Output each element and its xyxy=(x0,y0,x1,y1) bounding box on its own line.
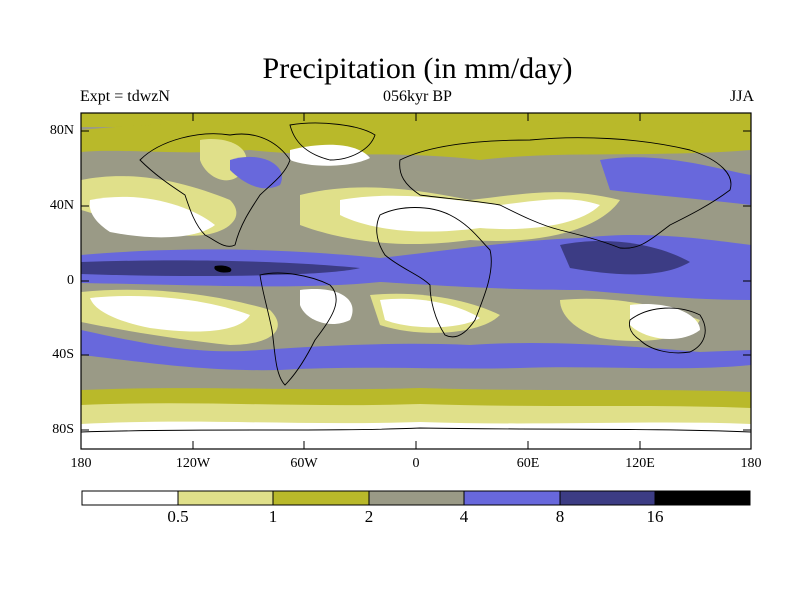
lon-label-120e: 120E xyxy=(625,456,655,471)
sahara-dry xyxy=(340,195,600,232)
colorbar-label-2: 2 xyxy=(364,507,374,526)
greenland-outline xyxy=(289,122,376,161)
maritime-continent-wet xyxy=(560,241,690,275)
colorbar-label-4: 4 xyxy=(459,507,469,526)
colorbar xyxy=(81,490,751,506)
colorbar-bin-gt-16 xyxy=(654,490,751,506)
experiment-label: Expt = tdwzN xyxy=(80,88,170,105)
northern-midlat-band xyxy=(81,118,751,160)
period-label: 056kyr BP xyxy=(383,88,452,105)
east-asia-wet xyxy=(600,157,751,205)
colorbar-label-8: 8 xyxy=(555,507,565,526)
colorbar-bin-0.5-1 xyxy=(177,490,274,506)
lon-label-120w: 120W xyxy=(175,456,211,471)
lat-label-80s: 80S xyxy=(52,422,74,437)
coastlines xyxy=(81,122,751,433)
north-atlantic-storm xyxy=(230,156,282,189)
lon-label-60w: 60W xyxy=(290,456,318,471)
lon-label-180w: 180 xyxy=(70,456,92,471)
colorbar-bin-2-4 xyxy=(368,490,465,506)
colorbar-label-0.5: 0.5 xyxy=(167,507,189,526)
australia-outline xyxy=(629,307,706,354)
australia-dry xyxy=(630,304,700,340)
itcz-maximum xyxy=(214,265,232,273)
colorbar-bin-4-8 xyxy=(463,490,561,506)
tick-marks xyxy=(81,113,751,449)
colorbar-bin-1-2 xyxy=(272,490,370,506)
colorbar-bin-lt-0.5 xyxy=(81,490,179,506)
south-atlantic-dry xyxy=(380,298,480,328)
season-label: JJA xyxy=(729,88,754,105)
north-america-outline xyxy=(139,133,291,247)
brazil-dry xyxy=(300,289,353,325)
eurasia-outline xyxy=(399,137,732,249)
lon-label-0: 0 xyxy=(412,456,420,471)
ne-pacific-dry xyxy=(89,196,215,238)
colorbar-bin-8-16 xyxy=(559,490,656,506)
colorbar-label-16: 16 xyxy=(646,507,664,526)
lon-label-60e: 60E xyxy=(516,456,540,471)
antarctica-dry xyxy=(81,421,751,449)
lat-label-40s: 40S xyxy=(52,347,74,362)
lat-label-0: 0 xyxy=(67,273,74,288)
antarctica-outline xyxy=(81,427,751,433)
se-pacific-dry xyxy=(90,295,250,332)
southern-storm-track xyxy=(81,330,751,371)
lat-label-80n: 80N xyxy=(49,123,74,138)
africa-outline xyxy=(376,207,492,338)
colorbar-label-1: 1 xyxy=(268,507,278,526)
map-field xyxy=(81,113,751,449)
lat-label-40n: 40N xyxy=(49,198,74,213)
greenland-dry xyxy=(290,144,370,166)
lon-label-180e: 180 xyxy=(740,456,762,471)
map-title: Precipitation (in mm/day) xyxy=(262,52,573,85)
south-america-outline xyxy=(259,272,337,386)
